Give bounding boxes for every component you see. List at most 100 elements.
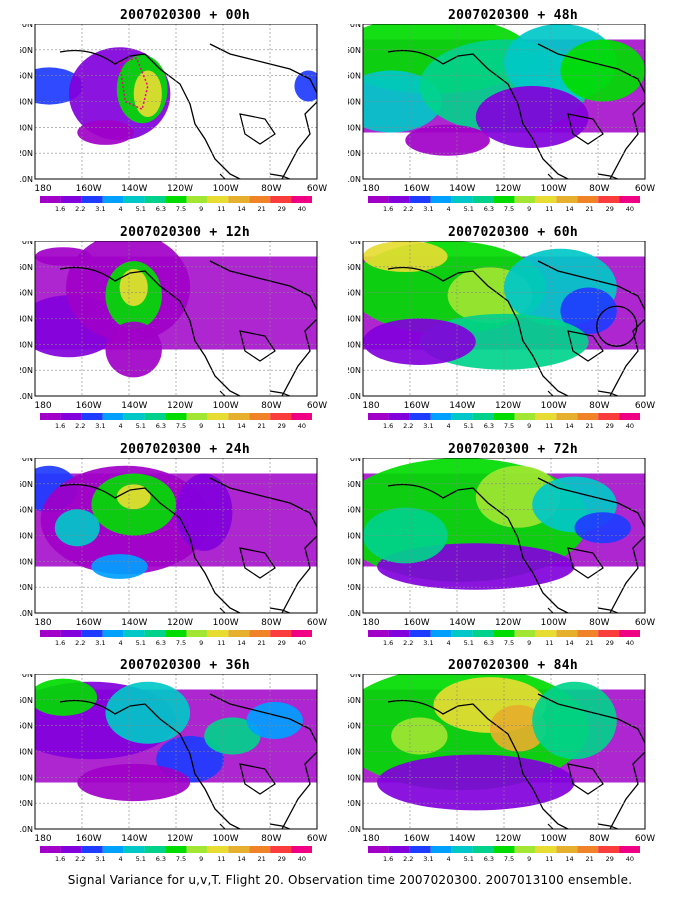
lat-tick-label: 30N — [348, 340, 361, 349]
lat-tick-label: 60N — [20, 480, 33, 489]
colorbar-swatch — [123, 630, 145, 637]
colorbar-swatch — [40, 846, 61, 853]
colorbar-swatch — [102, 846, 124, 853]
colorbar-swatch — [123, 196, 145, 203]
colorbar-label: 40 — [626, 422, 634, 430]
map-panel-48h: 2007020300 + 48h 10N 20N 30N 40N 50N 60N 70N 18… — [348, 8, 678, 223]
colorbar-swatch — [598, 413, 620, 420]
lon-tick-label: 100W — [541, 401, 567, 411]
colorbar-label: 29 — [278, 422, 286, 430]
colorbar-label: 5.1 — [464, 205, 474, 213]
colorbar-label: 1.6 — [383, 422, 393, 430]
lat-tick-label: 20N — [348, 366, 361, 375]
colorbar-swatch — [270, 413, 292, 420]
colorbar-swatch — [228, 846, 250, 853]
colorbar-label: 2.2 — [75, 422, 85, 430]
colorbar-swatch — [451, 413, 473, 420]
colorbar-swatch — [102, 413, 124, 420]
map-plot: 10N 20N 30N 40N 50N 60N 70N 180 160W 140W 120W 100W… — [20, 458, 327, 647]
variance-contour — [119, 268, 148, 307]
lon-tick-label: 80W — [589, 834, 609, 844]
colorbar-swatch — [514, 413, 536, 420]
colorbar-label: 14 — [237, 205, 245, 213]
lat-tick-label: 30N — [348, 773, 361, 782]
colorbar-label: 1.6 — [55, 639, 65, 647]
colorbar-label: 6.3 — [484, 855, 494, 863]
plot-frame — [34, 241, 318, 397]
colorbar-label: 4 — [447, 205, 451, 213]
colorbar-label: 21 — [257, 639, 265, 647]
map-panel-72h: 2007020300 + 72h 10N 20N 30N 40N 50N 60N 70N 18… — [348, 442, 678, 657]
lon-tick-label: 180 — [34, 618, 51, 628]
colorbar-label: 6.3 — [484, 639, 494, 647]
colorbar-label: 14 — [237, 855, 245, 863]
colorbar-label: 6.3 — [156, 422, 166, 430]
colorbar-label: 11 — [217, 422, 225, 430]
colorbar-swatch — [430, 630, 452, 637]
colorbar-label: 4 — [447, 639, 451, 647]
colorbar-swatch — [368, 196, 389, 203]
lon-tick-label: 80W — [261, 618, 281, 628]
colorbar-swatch — [409, 846, 431, 853]
lat-tick-label: 40N — [348, 98, 361, 107]
lon-tick-label: 80W — [261, 401, 281, 411]
colorbar-swatch — [81, 196, 103, 203]
lat-tick-label: 30N — [20, 340, 33, 349]
colorbar-label: 3.1 — [95, 855, 105, 863]
lon-tick-label: 160W — [404, 834, 430, 844]
variance-contour — [294, 70, 317, 102]
lat-tick-label: 10N — [348, 825, 361, 834]
lat-tick-label: 30N — [348, 123, 361, 132]
lon-tick-label: 140W — [121, 184, 147, 194]
colorbar-swatch — [577, 196, 599, 203]
colorbar-label: 7.5 — [504, 639, 514, 647]
colorbar-swatch — [598, 630, 620, 637]
colorbar-label: 9 — [527, 639, 531, 647]
lat-tick-label: 60N — [20, 46, 33, 55]
colorbar-swatch — [186, 846, 208, 853]
lat-tick-label: 20N — [20, 149, 33, 158]
colorbar-label: 40 — [626, 205, 634, 213]
lon-tick-label: 100W — [213, 184, 239, 194]
colorbar-label: 14 — [565, 205, 573, 213]
plot-frame — [34, 458, 318, 614]
colorbar-swatch — [60, 846, 82, 853]
lat-tick-label: 20N — [348, 149, 361, 158]
variance-contour — [363, 507, 448, 564]
panel-title: 2007020300 + 72h — [447, 442, 579, 457]
lat-tick-label: 20N — [348, 799, 361, 808]
colorbar-swatch — [430, 846, 452, 853]
lon-tick-label: 80W — [589, 184, 609, 194]
colorbar-label: 3.1 — [95, 639, 105, 647]
colorbar-label: 2.2 — [403, 422, 413, 430]
colorbar-swatch — [430, 196, 452, 203]
colorbar-label: 40 — [298, 639, 306, 647]
colorbar-label: 29 — [278, 855, 286, 863]
colorbar-label: 6.3 — [484, 422, 494, 430]
colorbar-label: 3.1 — [423, 422, 433, 430]
colorbar-swatch — [451, 196, 473, 203]
colorbar-swatch — [493, 846, 515, 853]
lon-tick-label: 140W — [121, 618, 147, 628]
lat-tick-label: 70N — [348, 24, 361, 29]
colorbar-label: 14 — [565, 639, 573, 647]
highlight-circle — [596, 305, 638, 347]
colorbar-label: 2.2 — [75, 639, 85, 647]
colorbar-swatch — [451, 630, 473, 637]
lon-tick-label: 160W — [76, 401, 102, 411]
lon-tick-label: 80W — [261, 834, 281, 844]
lon-tick-label: 120W — [495, 184, 521, 194]
lon-tick-label: 60W — [307, 834, 327, 844]
variance-contour — [405, 124, 490, 156]
colorbar-swatch — [598, 846, 620, 853]
panel-title: 2007020300 + 00h — [119, 8, 251, 23]
colorbar-swatch — [60, 413, 82, 420]
colorbar-swatch — [228, 196, 250, 203]
colorbar-label: 6.3 — [484, 205, 494, 213]
lat-tick-label: 40N — [348, 315, 361, 324]
colorbar-swatch — [60, 196, 82, 203]
lat-tick-label: 50N — [348, 722, 361, 731]
colorbar-label: 21 — [585, 422, 593, 430]
variance-contour — [77, 763, 191, 802]
plot-frame — [34, 24, 318, 180]
